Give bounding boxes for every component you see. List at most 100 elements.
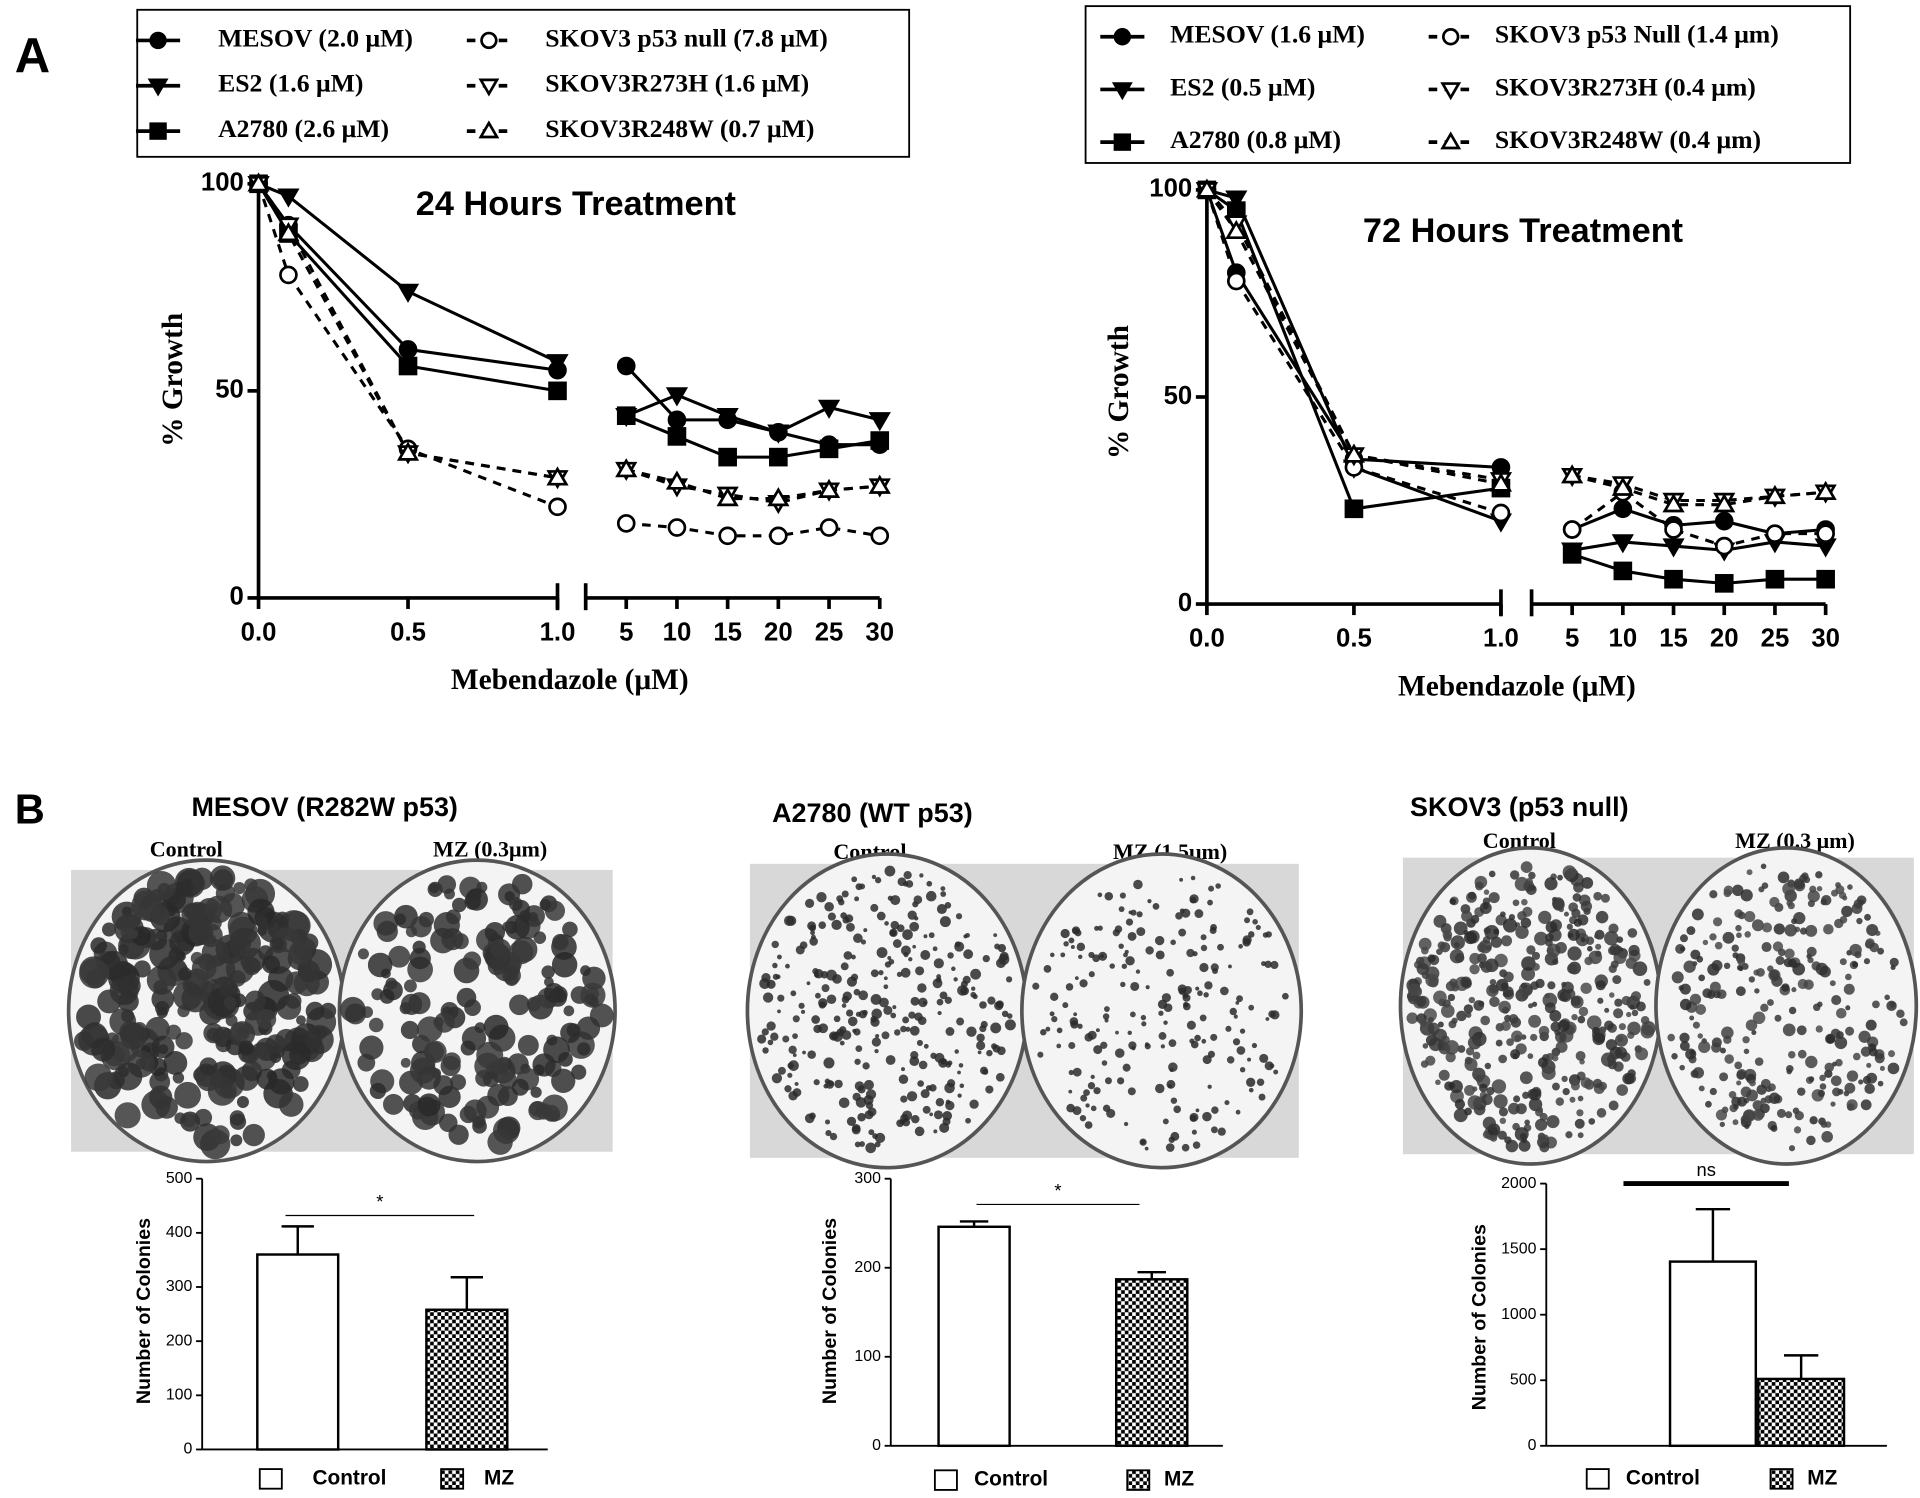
colony [1199,1014,1207,1022]
colony [1273,1069,1279,1075]
colony [902,929,913,940]
colony [788,1091,798,1101]
colony [913,895,923,905]
colony [242,1123,265,1147]
colony [902,881,909,887]
colony [807,1050,816,1059]
colony [903,870,912,880]
colony [1531,962,1540,971]
colony [855,1011,861,1017]
colony [1580,937,1586,943]
marker [1226,271,1246,291]
x-tick-label: 25 [1761,624,1790,652]
colony [1580,1077,1592,1089]
colony [883,976,888,981]
marker [398,356,418,376]
colony [1627,928,1638,938]
colony [380,968,391,979]
colony [945,1100,955,1111]
colony [1808,1076,1815,1083]
colony [1490,1134,1498,1142]
colony [1555,1041,1568,1053]
colony [963,934,968,939]
colony [256,1009,277,1030]
colony [1842,895,1848,901]
colony [1595,980,1606,991]
colony [1078,954,1083,959]
colony [1093,1087,1101,1095]
colony [1215,883,1221,889]
colony [541,965,555,979]
colony [225,955,255,984]
colony [937,1010,942,1016]
colony [1175,912,1183,920]
x-tick-label: 30 [865,618,894,646]
marker [870,431,890,450]
colony [1618,1023,1626,1031]
colony [1856,917,1863,925]
colony [297,960,320,983]
y-tick-label: 100 [166,1387,193,1404]
colony [1128,1041,1137,1050]
colony [783,915,795,927]
colony [1597,997,1604,1004]
x-axis-label: Mebendazole (μM) [1398,670,1636,702]
colony [1464,1107,1472,1116]
colony [1824,1062,1834,1073]
colony [1264,960,1272,969]
colony [936,998,944,1006]
marker [548,381,567,401]
y-tick-label: 1000 [1501,1306,1537,1323]
colony [934,1052,945,1063]
colony [832,974,842,984]
legend-marker [1440,82,1462,101]
colony [1863,958,1871,965]
series-line [257,182,558,393]
colony [1199,962,1209,973]
colony [1879,1065,1885,1071]
colony [992,1044,1001,1053]
series-line [257,183,559,509]
colony [404,979,417,993]
photo-title: SKOV3 (p53 null) [1410,792,1629,822]
colony [1796,1025,1807,1036]
marker [247,172,270,192]
colony [437,875,457,894]
colony [1170,1131,1180,1141]
colony [1845,973,1852,981]
colony [838,898,845,906]
colony [1421,971,1430,979]
colony [1135,969,1141,974]
colony [1552,958,1559,965]
colony [1122,1063,1131,1072]
colony [464,999,481,1017]
colony [1786,899,1793,907]
colony [1698,1040,1711,1054]
colony [1173,1105,1181,1114]
colony [1723,962,1731,970]
colony [839,1040,845,1046]
colony [1406,1012,1418,1024]
colony [1062,1002,1069,1009]
marker [767,487,790,507]
colony [970,991,977,998]
colony [1203,992,1209,998]
colony [1736,1096,1747,1107]
colony [563,1005,575,1017]
colony [851,876,858,883]
marker [665,470,689,490]
colony [511,1078,529,1096]
colony [1546,1052,1554,1061]
colony [1816,885,1823,892]
panel-label: B [15,785,45,832]
colony [1125,956,1135,966]
colony [1832,1087,1841,1097]
colony [1467,1095,1482,1110]
colony [1069,1017,1079,1026]
colony [936,904,947,915]
colony [1073,1012,1078,1017]
colony [1846,1070,1859,1082]
colony [1899,1018,1908,1027]
colony [1815,1025,1823,1033]
